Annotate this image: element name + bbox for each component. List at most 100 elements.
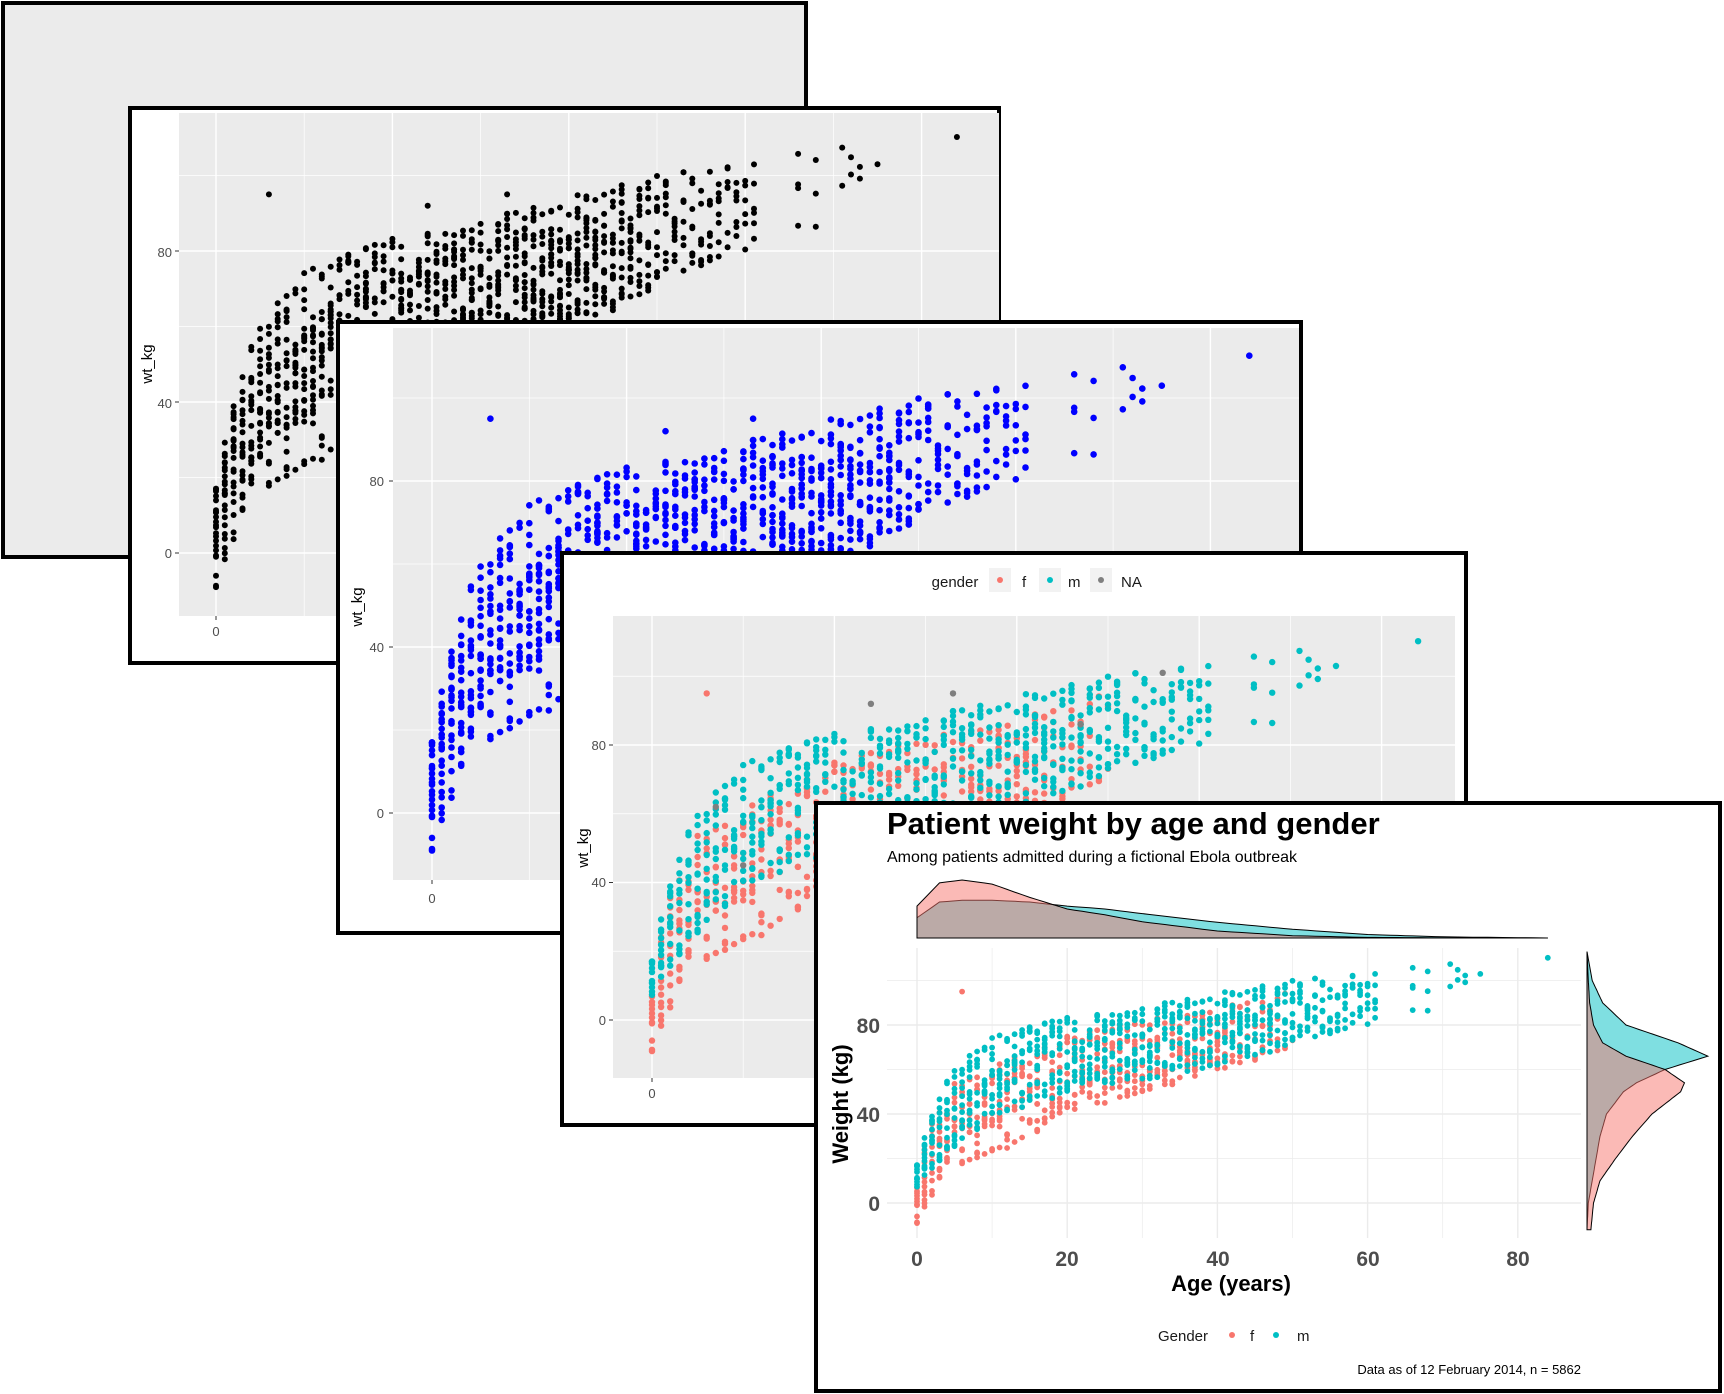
data-point-m xyxy=(1319,982,1326,988)
data-point-f xyxy=(292,466,299,473)
data-point-m xyxy=(712,855,719,863)
data-point-m xyxy=(866,412,874,419)
data-point-m xyxy=(1104,673,1112,680)
data-point-f xyxy=(1013,781,1020,788)
data-point-f xyxy=(986,728,993,736)
data-point-m xyxy=(808,524,815,531)
data-point-m xyxy=(1274,998,1281,1004)
data-point-m xyxy=(856,449,864,457)
data-point-m xyxy=(1168,746,1176,754)
data-point-m xyxy=(424,283,431,290)
data-point-m xyxy=(239,477,246,484)
data-point-m xyxy=(662,516,669,524)
data-point-m xyxy=(986,748,993,755)
data-point-m xyxy=(730,780,738,787)
data-point-m xyxy=(944,1078,950,1085)
data-point-m xyxy=(959,1123,965,1130)
data-point-f xyxy=(721,884,729,891)
data-point-m xyxy=(831,733,838,741)
data-point-m xyxy=(389,244,396,251)
data-point-m xyxy=(415,256,422,263)
data-point-f xyxy=(966,1156,973,1163)
data-point-m xyxy=(767,803,774,810)
data-point-m xyxy=(1312,1014,1318,1021)
data-point-m xyxy=(958,707,966,714)
data-point-m xyxy=(477,604,484,612)
data-point-f xyxy=(574,261,581,268)
data-point-m xyxy=(1086,769,1094,776)
data-point-m xyxy=(438,688,446,695)
data-point-m xyxy=(557,302,563,309)
data-point-f xyxy=(1094,1093,1101,1099)
data-point-m xyxy=(506,550,514,557)
data-point-m xyxy=(618,239,625,246)
data-point-f xyxy=(371,310,378,317)
data-point-m xyxy=(1349,973,1356,980)
data-point-m xyxy=(230,466,237,473)
data-point-m xyxy=(613,522,621,529)
data-point-m xyxy=(548,304,555,311)
data-point-m xyxy=(1282,1019,1288,1026)
data-point-m xyxy=(1229,1032,1236,1039)
legend-key-f xyxy=(997,577,1003,583)
data-point-m xyxy=(1342,1017,1348,1023)
data-point-m xyxy=(966,1059,973,1066)
data-point-m xyxy=(1169,1045,1176,1051)
data-point-m xyxy=(995,793,1002,800)
data-point-f xyxy=(618,225,625,232)
data-point-f xyxy=(424,271,431,278)
data-point-m xyxy=(1049,1018,1056,1025)
data-point-m xyxy=(526,629,533,637)
data-point-m xyxy=(1116,1030,1123,1037)
data-point-m xyxy=(1049,1075,1056,1082)
data-point-m xyxy=(1274,1040,1281,1046)
data-point-m xyxy=(703,876,710,883)
data-point-f xyxy=(248,407,255,414)
data-point-m xyxy=(981,1080,988,1087)
data-point-m xyxy=(504,210,511,217)
data-point-na xyxy=(424,202,431,209)
data-point-m xyxy=(1267,1032,1273,1039)
data-point-m xyxy=(1004,1058,1010,1064)
data-point-m xyxy=(720,447,728,455)
data-point-m xyxy=(433,241,440,248)
data-point-f xyxy=(840,762,847,769)
data-point-m xyxy=(866,477,874,484)
data-point-m xyxy=(986,756,993,763)
data-point-m xyxy=(995,722,1002,729)
data-point-m xyxy=(977,731,984,738)
data-point-m xyxy=(813,747,820,754)
data-point-m xyxy=(398,275,405,282)
data-point-m xyxy=(1070,404,1078,412)
data-point-m xyxy=(487,595,494,602)
data-point-m xyxy=(627,244,634,251)
legend-key-m xyxy=(1047,577,1053,583)
data-point-m xyxy=(929,1138,935,1144)
data-point-m xyxy=(740,466,747,474)
data-point-m xyxy=(949,707,957,715)
data-point-m xyxy=(788,485,796,493)
data-point-f xyxy=(944,1115,950,1122)
data-point-m xyxy=(966,1091,973,1097)
x-tick-0: 0 xyxy=(648,1086,655,1101)
data-point-m xyxy=(521,260,528,267)
data-point-f xyxy=(936,1174,943,1181)
data-point-m xyxy=(1289,1034,1296,1041)
data-point-m xyxy=(758,765,765,772)
data-point-m xyxy=(847,465,854,473)
data-point-m xyxy=(516,643,523,650)
data-point-m xyxy=(966,1122,973,1128)
data-point-f xyxy=(1064,1039,1071,1046)
data-point-f xyxy=(1109,1085,1116,1091)
data-point-m xyxy=(817,462,825,470)
data-point-m xyxy=(1059,787,1066,795)
data-point-f xyxy=(1116,1076,1123,1083)
data-point-m xyxy=(703,817,710,824)
data-point-m xyxy=(1327,1028,1333,1035)
data-point-m xyxy=(1297,1028,1303,1034)
data-point-m xyxy=(1192,1010,1198,1017)
data-point-f xyxy=(657,1017,665,1024)
data-point-m xyxy=(856,528,864,535)
data-point-f xyxy=(477,247,484,254)
data-point-m xyxy=(712,789,719,796)
